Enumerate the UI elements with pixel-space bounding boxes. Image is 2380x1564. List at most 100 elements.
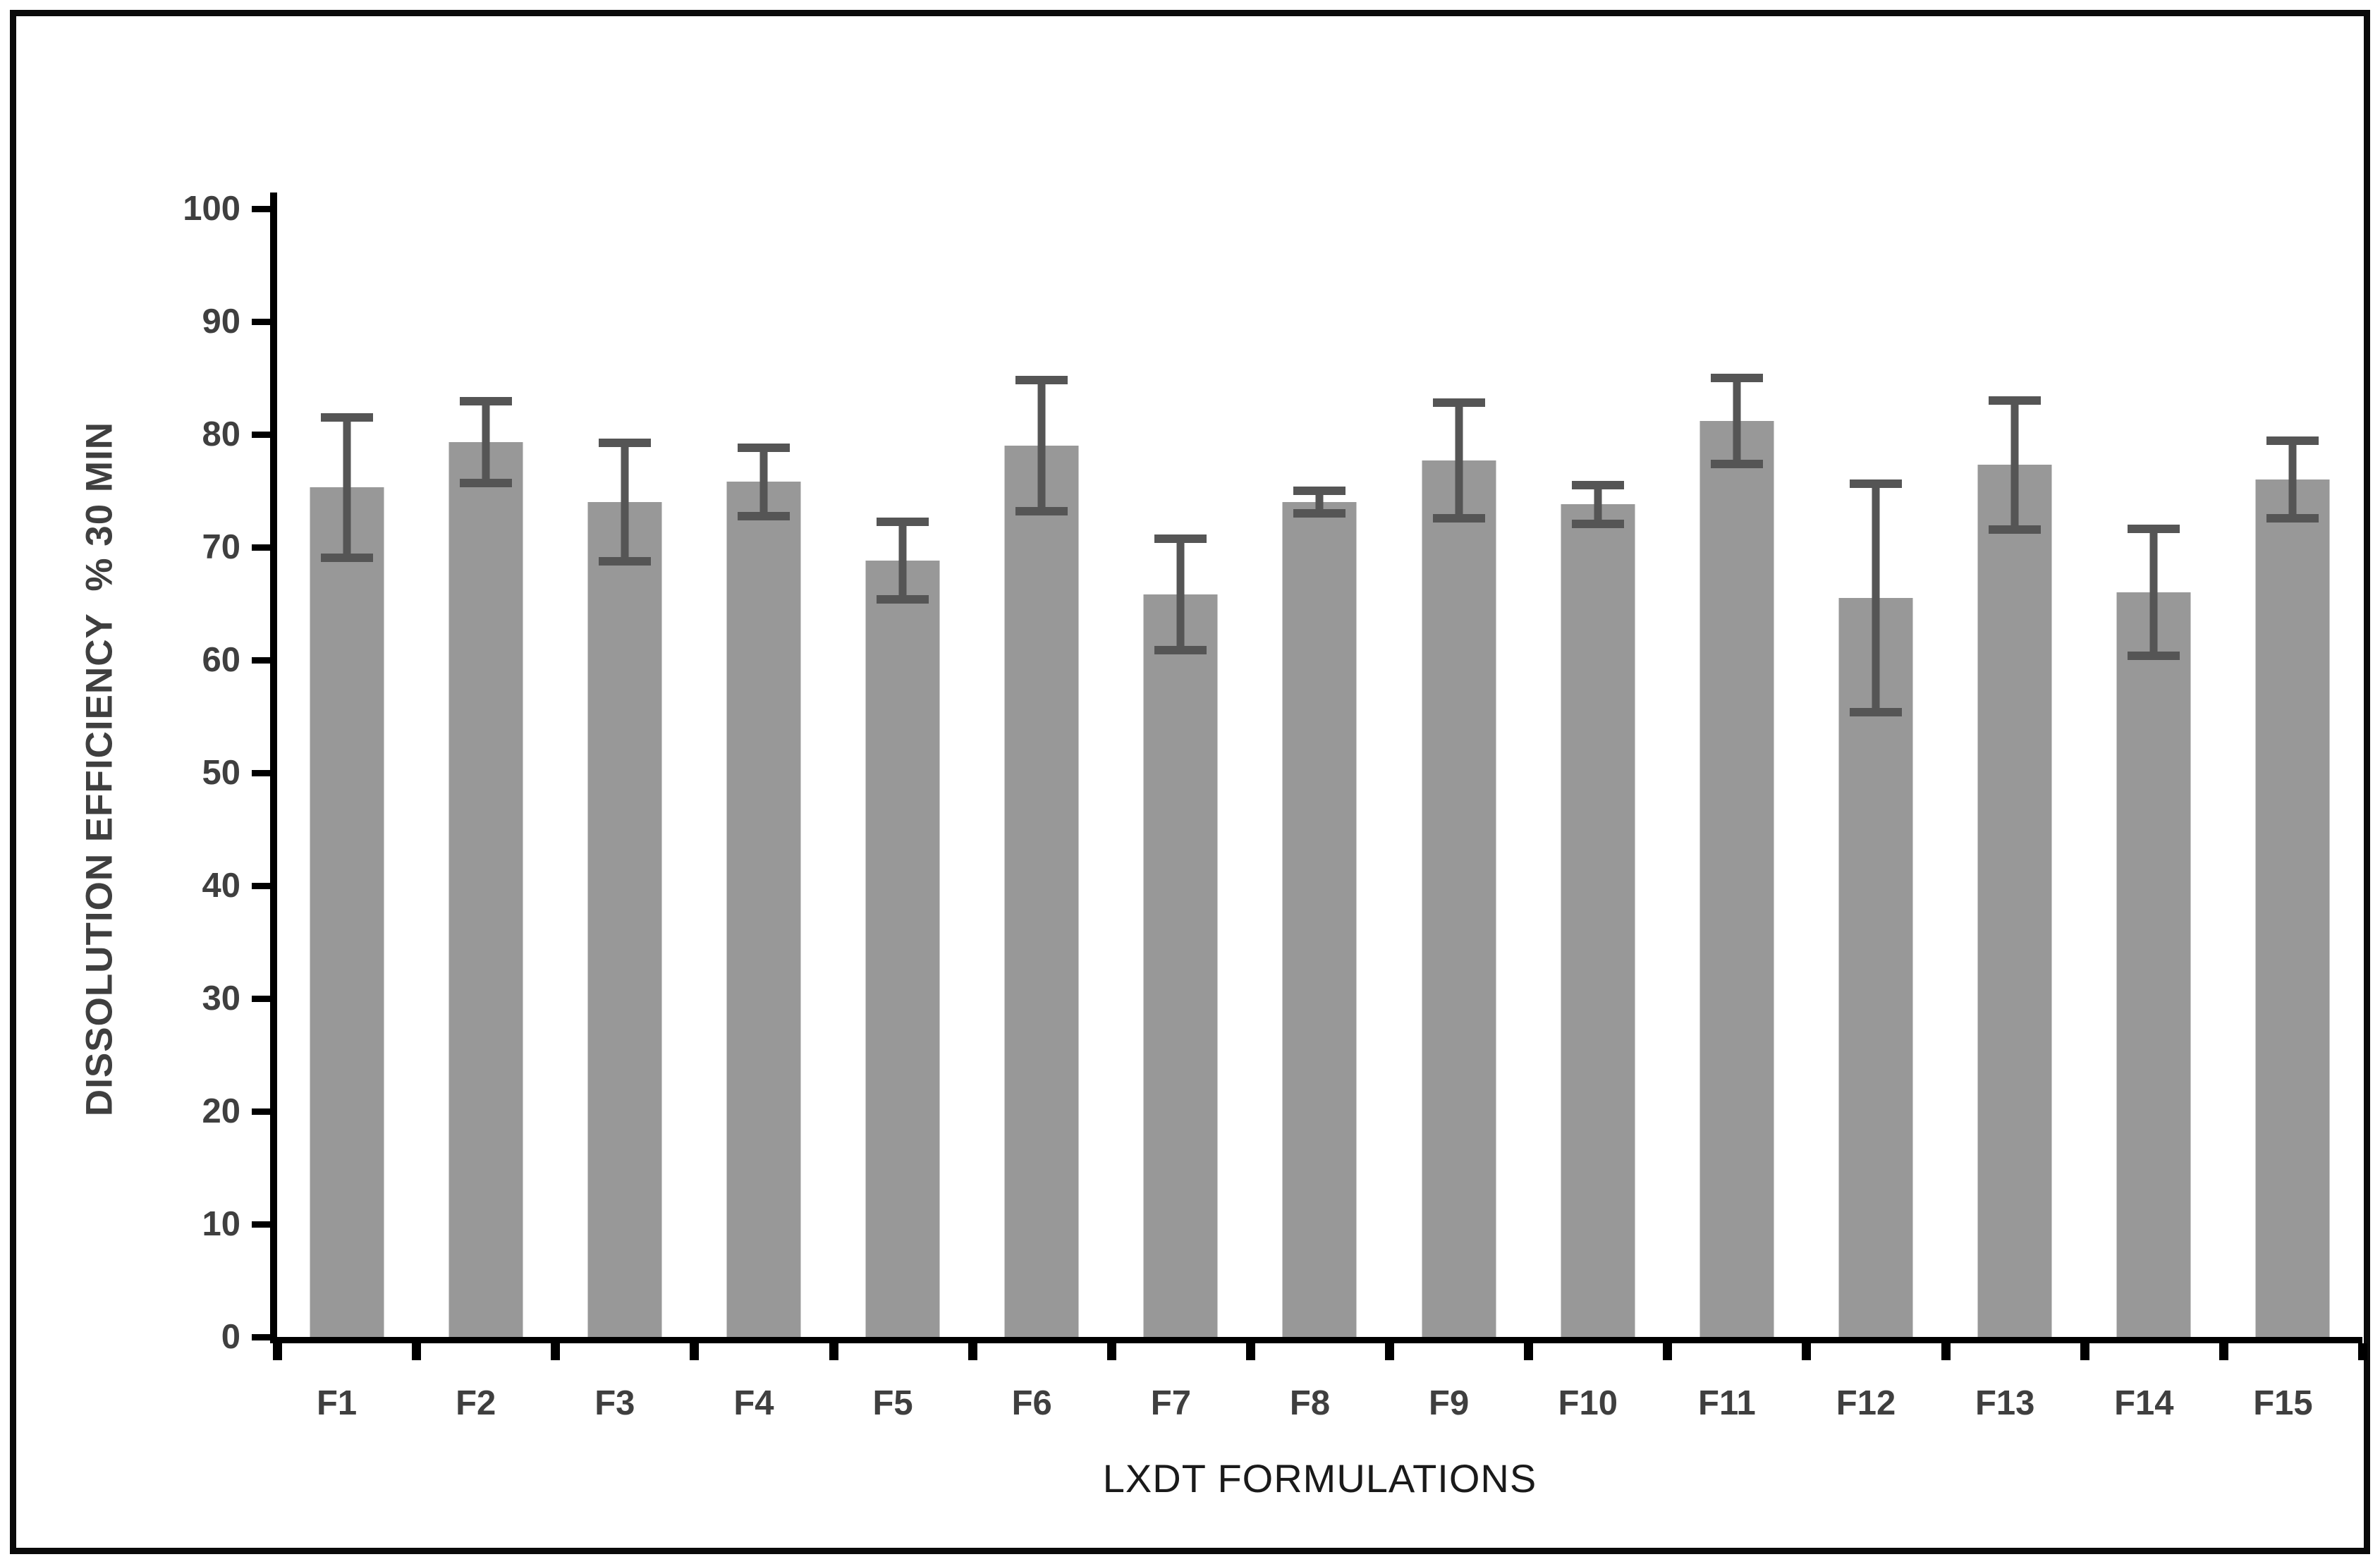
x-axis-tick-mark [551,1343,561,1360]
y-axis-tick-label-40: 40 [202,867,240,905]
error-bar-F7 [1154,534,1207,654]
x-axis-tick-label-F3: F3 [594,1384,635,1422]
x-axis-tick-mark [690,1343,700,1360]
error-bar-line [2288,436,2297,523]
error-bar-F4 [737,443,790,520]
error-bar-cap-bottom [1154,646,1207,654]
x-axis-tick-label-F4: F4 [733,1384,774,1422]
bar-F1 [310,487,384,1337]
error-bar-line [621,439,629,566]
error-bar-line [1733,373,1741,468]
error-bar-F11 [1710,373,1763,468]
error-bar-cap-top [598,439,651,448]
bar-slot-F3 [555,209,694,1337]
x-axis-tick-mark [412,1343,422,1360]
bar-slot-F14 [2085,209,2223,1337]
figure-frame: DISSOLUTION EFFICIENCY % 30 MIN 0 10 20 30 4… [10,10,2370,1554]
error-bar-cap-bottom [737,511,790,520]
error-bar-line [482,397,490,488]
x-axis-tick-label-F10: F10 [1558,1384,1618,1422]
error-bar-cap-top [2266,436,2319,446]
bar-slot-F12 [1806,209,1945,1337]
x-axis-tick-mark [2219,1343,2228,1360]
bar-F11 [1699,420,1774,1337]
x-axis-tick-mark [1385,1343,1395,1360]
error-bar-line [1594,480,1602,528]
error-bar-line [759,443,768,520]
error-bar-cap-top [1432,398,1485,407]
y-axis-tick-mark [252,770,277,776]
x-axis-tick-label-F12: F12 [1836,1384,1896,1422]
error-bar-F3 [598,439,651,566]
y-axis-tick-label-50: 50 [202,754,240,792]
y-axis-tick-mark [252,1221,277,1228]
x-axis-tick-label-F9: F9 [1429,1384,1470,1422]
bar-F7 [1143,594,1218,1337]
x-axis-title: LXDT FORMULATIONS [1102,1456,1537,1501]
bar-slot-F6 [972,209,1111,1337]
error-bar-F12 [1850,479,1903,716]
x-axis-tick-label-F14: F14 [2114,1384,2174,1422]
x-axis-tick-mark [2080,1343,2089,1360]
bar-slot-F15 [2223,209,2362,1337]
bar-F2 [448,442,523,1337]
error-bar-F9 [1432,398,1485,523]
error-bar-cap-top [1154,534,1207,544]
y-axis-tick-mark [252,432,277,438]
bar-F13 [1977,465,2052,1337]
error-bar-cap-bottom [1989,525,2042,534]
y-axis-tick-label-80: 80 [202,415,240,453]
error-bar-cap-bottom [1293,509,1346,518]
y-axis-tick-mark [252,883,277,889]
x-axis-tick-label-F15: F15 [2253,1384,2313,1422]
bar-slot-F13 [1946,209,2085,1337]
bar-F9 [1422,460,1496,1337]
bar-slot-F2 [416,209,555,1337]
y-axis-tick-label-30: 30 [202,979,240,1018]
bar-F5 [865,561,940,1337]
bar-F12 [1838,598,1913,1337]
error-bar-line [1455,398,1463,523]
y-axis-tick-label-20: 20 [202,1092,240,1130]
x-axis-tick-mark [1245,1343,1255,1360]
plot-area [270,193,2367,1360]
y-axis-tick-label-10: 10 [202,1205,240,1243]
x-axis-tick-mark [273,1343,282,1360]
bar-F10 [1561,504,1635,1337]
error-bar-cap-top [1571,480,1624,489]
error-bar-line [2010,396,2019,534]
error-bar-F13 [1989,396,2042,534]
error-bar-F6 [1015,375,1068,516]
x-axis-tick-label-F8: F8 [1289,1384,1331,1422]
bars-container [273,209,2367,1360]
error-bar-line [1315,486,1324,518]
error-bar-cap-top [1293,486,1346,495]
x-axis-tick-mark [968,1343,977,1360]
bar-F4 [726,482,801,1337]
y-axis-tick-label-100: 100 [183,190,240,228]
bar-slot-F4 [694,209,833,1337]
error-bar-F1 [320,413,373,562]
error-bar-cap-top [320,413,373,422]
error-bar-line [1872,479,1880,716]
x-axis-tick-mark [1663,1343,1673,1360]
error-bar-line [343,413,351,562]
error-bar-cap-bottom [877,595,929,604]
x-axis-tick-label-F6: F6 [1011,1384,1052,1422]
error-bar-cap-bottom [320,553,373,562]
error-bar-cap-top [459,397,512,406]
error-bar-F10 [1571,480,1624,528]
x-axis-tick-mark [1941,1343,1951,1360]
x-axis-tick-mark [2358,1343,2367,1360]
y-axis-tick-mark [252,657,277,664]
bar-slot-F8 [1250,209,1389,1337]
error-bar-cap-bottom [1850,708,1903,716]
error-bar-cap-bottom [1571,519,1624,528]
bar-F8 [1282,502,1357,1337]
x-axis-tick-label-F1: F1 [316,1384,358,1422]
y-axis-tick-mark [252,1108,277,1115]
bar-slot-F10 [1528,209,1667,1337]
y-axis-tick-label-60: 60 [202,641,240,679]
bar-slot-F5 [834,209,972,1337]
x-axis-tick-label-F5: F5 [872,1384,913,1422]
